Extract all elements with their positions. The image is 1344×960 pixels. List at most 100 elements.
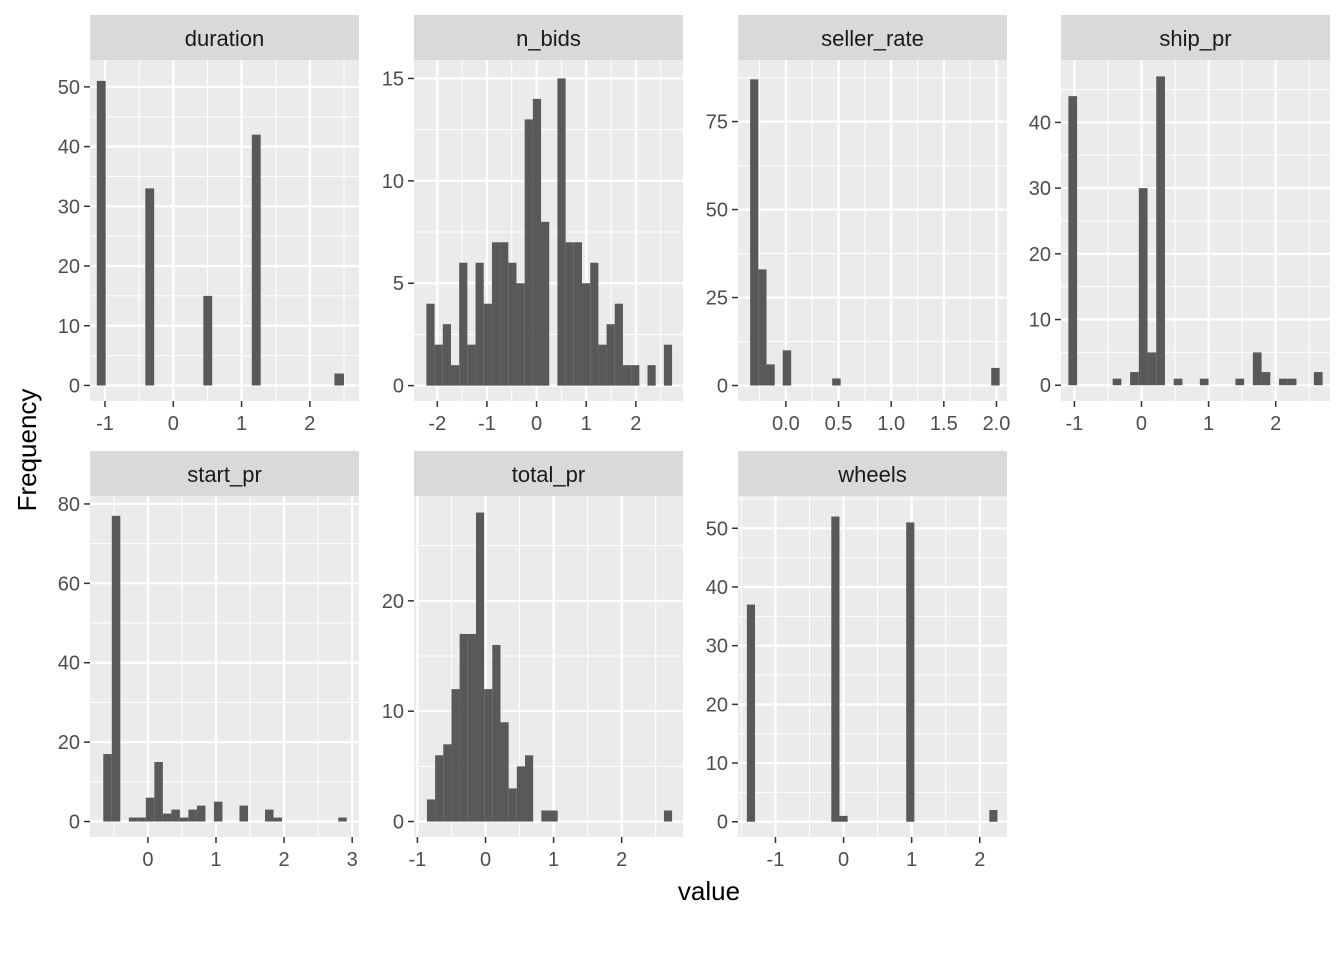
histogram-bar	[1147, 352, 1157, 386]
histogram-bar	[251, 134, 261, 386]
x-axis: -1 0 1 2	[1066, 401, 1281, 435]
x-tick-label: 2.0	[983, 413, 1011, 435]
facet-start-pr: start_pr 0 20 40 60 80 0 1 2 3	[58, 451, 359, 871]
histogram-bars	[1068, 76, 1323, 386]
histogram-bars	[750, 79, 1000, 386]
x-tick-label: 0	[142, 849, 153, 871]
y-tick-label: 75	[706, 112, 728, 134]
histogram-bar	[1279, 378, 1288, 386]
histogram-bar	[1261, 372, 1271, 386]
y-tick-label: 0	[1040, 375, 1051, 397]
y-axis: 0 25 50 75	[706, 112, 738, 398]
x-axis: 0.0 0.5 1.0 1.5 2.0	[772, 401, 1010, 435]
histogram-bar	[137, 817, 146, 822]
x-tick-label: 0	[480, 849, 491, 871]
histogram-bar	[622, 365, 632, 386]
histogram-bar	[203, 295, 213, 386]
y-axis-title: Frequency	[12, 389, 42, 512]
histogram-bar	[516, 766, 526, 822]
histogram-bar	[746, 604, 756, 822]
histogram-bar	[426, 799, 436, 822]
y-tick-label: 25	[706, 288, 728, 310]
facet-ship-pr: ship_pr 0 10 20 30 40 -1 0 1 2	[1029, 15, 1330, 435]
y-tick-label: 40	[58, 653, 80, 675]
y-tick-label: 0	[69, 812, 80, 834]
histogram-bar	[573, 242, 583, 386]
facet-strip-label: total_pr	[512, 462, 585, 487]
histogram-bars	[746, 516, 998, 822]
histogram-bar	[96, 80, 106, 386]
x-axis: -1 0 1 2	[409, 837, 627, 871]
y-tick-label: 0	[717, 812, 728, 834]
histogram-bar	[1112, 378, 1122, 386]
panel-background	[90, 496, 359, 837]
histogram-bar	[565, 242, 574, 386]
histogram-bar	[128, 817, 138, 822]
histogram-bar	[171, 809, 180, 822]
y-tick-label: 20	[58, 256, 80, 278]
y-tick-label: 30	[1029, 178, 1051, 200]
y-tick-label: 10	[706, 753, 728, 775]
x-tick-label: -1	[96, 413, 114, 435]
x-tick-label: 2	[974, 849, 985, 871]
histogram-bar	[1068, 96, 1078, 386]
histogram-bars	[96, 80, 344, 386]
histogram-bar	[426, 303, 435, 386]
y-axis: 0 10 20	[382, 591, 414, 834]
histogram-bar	[557, 78, 566, 386]
x-tick-label: 2	[304, 413, 315, 435]
y-tick-label: 40	[706, 577, 728, 599]
facet-strip-label: start_pr	[187, 462, 262, 487]
x-tick-label: -2	[428, 413, 446, 435]
histogram-bar	[1199, 378, 1209, 386]
x-tick-label: 0	[838, 849, 849, 871]
histogram-bar	[832, 378, 841, 386]
histogram-bar	[831, 516, 840, 822]
histogram-bar	[524, 119, 533, 386]
x-tick-label: 1	[236, 413, 247, 435]
histogram-bar	[451, 689, 460, 822]
histogram-bar	[590, 262, 599, 386]
histogram-bars	[426, 512, 673, 822]
histogram-bar	[541, 810, 550, 822]
x-tick-label: 1	[548, 849, 559, 871]
x-tick-label: 3	[347, 849, 358, 871]
y-tick-label: 60	[58, 573, 80, 595]
x-tick-label: 2	[1270, 413, 1281, 435]
x-tick-label: -1	[767, 849, 785, 871]
histogram-bar	[516, 283, 525, 386]
histogram-bar	[475, 512, 485, 822]
histogram-bar	[239, 805, 248, 822]
x-tick-label: 1	[210, 849, 221, 871]
histogram-bar	[750, 79, 759, 386]
x-tick-label: -1	[1066, 413, 1084, 435]
x-axis-title: value	[678, 876, 740, 906]
histogram-bar	[758, 269, 767, 386]
histogram-bar	[338, 817, 347, 822]
histogram-bar	[213, 801, 223, 822]
histogram-bar	[492, 644, 501, 822]
x-tick-label: 2	[630, 413, 641, 435]
histogram-bar	[1287, 378, 1297, 386]
histogram-bar	[1173, 378, 1183, 386]
histogram-bar	[906, 522, 915, 822]
y-tick-label: 5	[393, 273, 404, 295]
facet-strip-label: duration	[185, 26, 265, 51]
y-tick-label: 40	[58, 137, 80, 159]
y-tick-label: 10	[382, 171, 404, 193]
histogram-bar	[179, 817, 189, 822]
histogram-bar	[598, 344, 607, 386]
x-tick-label: -1	[409, 849, 427, 871]
x-tick-label: 0.5	[825, 413, 853, 435]
x-tick-label: 1.5	[930, 413, 958, 435]
y-tick-label: 20	[1029, 244, 1051, 266]
facet-duration: duration 0 10 20 30 40 50 -1 0 1 2	[58, 15, 359, 435]
histogram-bar	[459, 262, 468, 386]
histogram-bar	[475, 262, 484, 386]
histogram-bar	[532, 98, 542, 386]
histogram-bar	[500, 722, 509, 822]
histogram-bar	[614, 303, 623, 386]
y-tick-label: 80	[58, 494, 80, 516]
histogram-bar	[606, 324, 615, 386]
